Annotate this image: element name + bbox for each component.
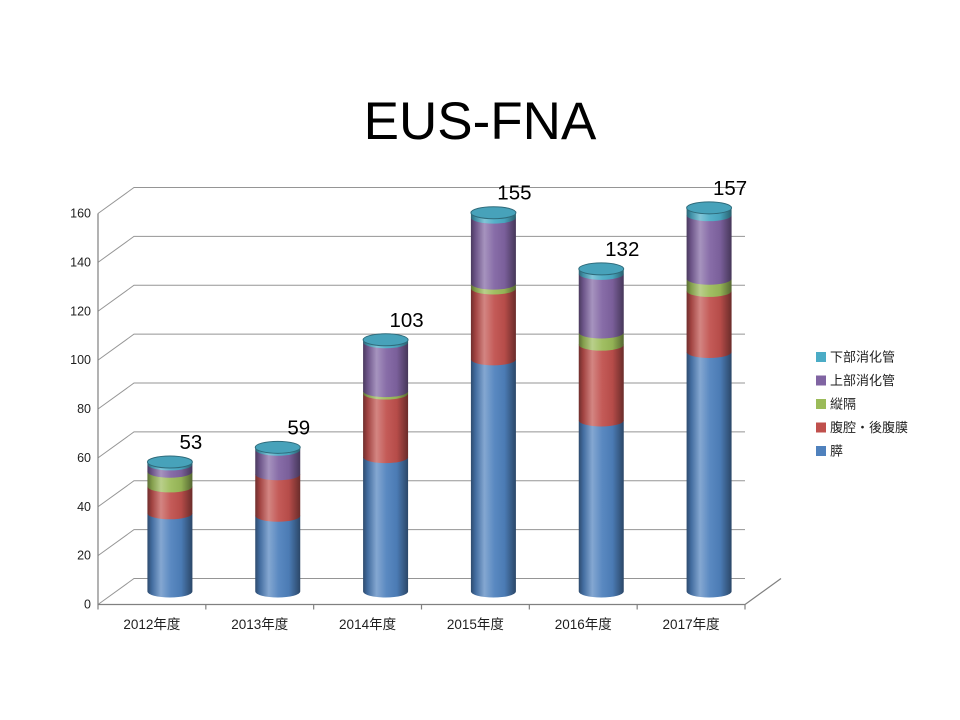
axes <box>97 213 782 610</box>
legend-label: 下部消化管 <box>830 350 895 365</box>
x-tick-label: 2013年度 <box>231 617 288 632</box>
bar-4-cap <box>578 262 625 276</box>
total-label-0: 53 <box>180 431 203 454</box>
total-label-4: 132 <box>605 238 639 261</box>
legend-swatch <box>816 352 826 362</box>
legend-swatch <box>816 446 826 456</box>
gridline <box>97 284 745 312</box>
bar-5-seg-0 <box>686 352 732 598</box>
gridline <box>97 235 745 263</box>
x-tick-label: 2017年度 <box>663 617 720 632</box>
chart-title: EUS-FNA <box>363 91 597 151</box>
gridline <box>97 529 745 557</box>
y-tick-label: 40 <box>77 500 91 514</box>
legend-item-1: 上部消化管 <box>816 373 895 388</box>
bar-2-seg-1 <box>363 393 409 464</box>
total-label-3: 155 <box>497 182 531 205</box>
bar-3-seg-0 <box>470 359 516 598</box>
x-axis-labels: 2012年度 2013年度 2014年度 2015年度 2016年度 2017年度 <box>123 617 719 632</box>
gridline <box>97 187 745 214</box>
y-tick-label: 20 <box>77 549 91 563</box>
x-tick-label: 2012年度 <box>123 617 180 632</box>
bar-1-seg-1 <box>255 474 301 522</box>
legend-label: 膵 <box>830 444 843 459</box>
legend-label: 上部消化管 <box>830 373 895 388</box>
bar-1-seg-0 <box>255 515 301 598</box>
x-tick-label: 2015年度 <box>447 617 504 632</box>
y-tick-label: 0 <box>84 598 91 612</box>
bar-0-seg-0 <box>147 513 193 598</box>
bar-3-seg-1 <box>470 288 516 366</box>
gridline <box>97 480 745 508</box>
bar-5-seg-1 <box>686 290 732 359</box>
y-tick-label: 120 <box>70 304 91 318</box>
legend-item-0: 下部消化管 <box>816 350 895 365</box>
legend-swatch <box>816 422 826 433</box>
y-tick-label: 60 <box>77 451 91 465</box>
y-tick-label: 140 <box>70 255 91 269</box>
x-axis-line <box>98 578 782 606</box>
bar-4-seg-0 <box>578 420 624 598</box>
legend-item-2: 縦隔 <box>816 397 856 412</box>
legend-swatch <box>816 375 826 386</box>
bar-4-seg-1 <box>578 344 624 427</box>
gridline <box>97 578 745 605</box>
legend-label: 腹腔・後腹膜 <box>830 420 908 435</box>
bar-0-seg-1 <box>147 486 193 520</box>
legend-swatch <box>816 399 826 409</box>
bar-4-seg-3 <box>578 273 624 339</box>
bar-1-seg-3 <box>255 449 301 481</box>
y-tick-label: 100 <box>70 353 91 367</box>
bar-0-cap <box>146 455 193 469</box>
y-tick-label: 160 <box>70 207 91 221</box>
x-tick-label: 2014年度 <box>339 617 396 632</box>
x-tick-label: 2016年度 <box>555 617 612 632</box>
gridlines <box>97 187 745 605</box>
y-axis-labels: 0 20 40 60 80 100 120 140 160 <box>70 207 91 612</box>
total-label-1: 59 <box>287 416 310 439</box>
bar-1-cap <box>254 440 301 454</box>
gridline <box>97 382 745 410</box>
bar-3-cap <box>470 206 517 220</box>
legend-item-4: 膵 <box>816 444 843 459</box>
bars <box>146 201 733 598</box>
total-label-2: 103 <box>389 309 423 332</box>
bar-2-seg-0 <box>363 457 409 598</box>
gridline <box>97 431 745 459</box>
bar-5-seg-3 <box>686 215 732 285</box>
total-label-5: 157 <box>713 177 747 200</box>
legend-label: 縦隔 <box>830 397 856 412</box>
data-labels: 53 59 103 155 132 157 <box>180 177 748 454</box>
gridline <box>97 333 745 361</box>
legend-item-3: 腹腔・後腹膜 <box>816 420 908 435</box>
bar-3-seg-3 <box>470 217 516 290</box>
bar-5-cap <box>686 201 733 215</box>
y-tick-label: 80 <box>77 402 91 416</box>
bar-2-cap <box>362 333 409 347</box>
bar-2-seg-3 <box>363 342 409 398</box>
